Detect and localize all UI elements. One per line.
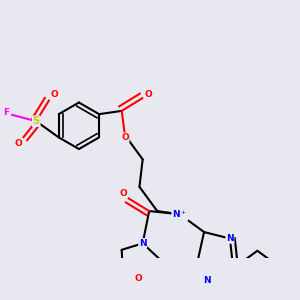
- Text: N: N: [203, 276, 211, 285]
- Text: O: O: [50, 90, 58, 99]
- Text: F: F: [3, 108, 10, 117]
- Text: O: O: [121, 133, 129, 142]
- Text: S: S: [33, 116, 40, 126]
- Text: O: O: [119, 189, 127, 198]
- Text: O: O: [14, 139, 22, 148]
- Text: N: N: [226, 234, 234, 243]
- Text: O: O: [135, 274, 143, 284]
- Text: N$^+$: N$^+$: [172, 208, 188, 220]
- Text: O: O: [144, 90, 152, 99]
- Text: N: N: [139, 239, 146, 248]
